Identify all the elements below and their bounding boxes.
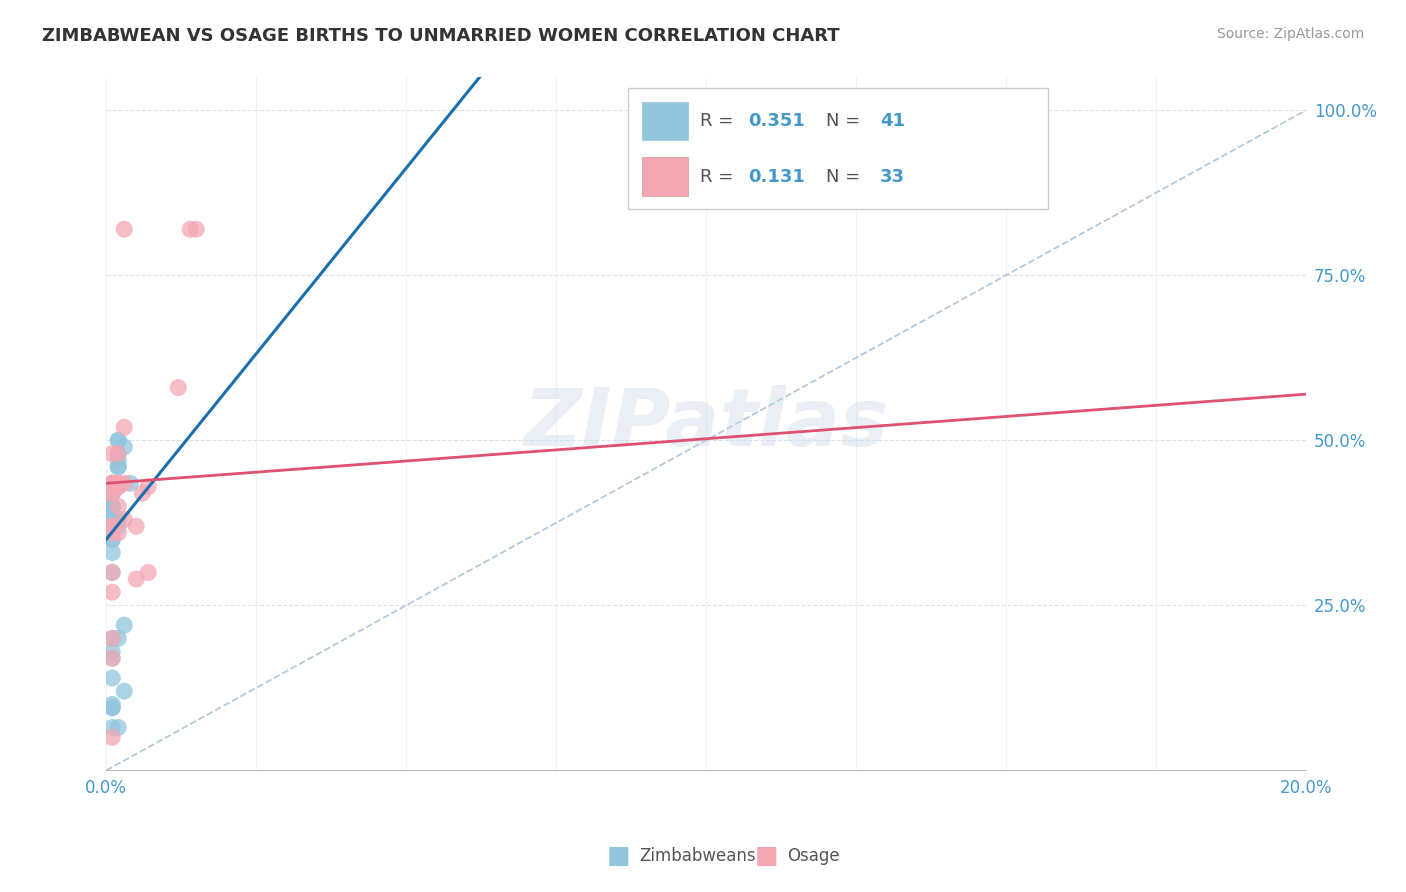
Point: [101, 671, 124, 685]
Point: [120, 476, 142, 491]
Point: [101, 700, 124, 714]
Point: [125, 572, 148, 586]
Text: R =: R =: [700, 168, 740, 186]
Point: [112, 684, 135, 698]
Point: [101, 651, 124, 665]
Text: 0.131: 0.131: [748, 168, 804, 186]
Point: [101, 700, 124, 714]
Point: [101, 546, 124, 560]
Point: [101, 476, 124, 491]
Point: [112, 513, 135, 527]
Text: ZIPatlas: ZIPatlas: [523, 385, 889, 463]
Text: ■: ■: [607, 845, 630, 868]
Point: [101, 480, 124, 494]
Point: [112, 222, 135, 236]
FancyBboxPatch shape: [643, 102, 688, 140]
Point: [101, 486, 124, 500]
Point: [101, 447, 124, 461]
Text: N =: N =: [825, 168, 866, 186]
Point: [107, 513, 129, 527]
Point: [101, 480, 124, 494]
Text: 33: 33: [880, 168, 905, 186]
Point: [101, 698, 124, 712]
Point: [107, 459, 129, 474]
Point: [101, 651, 124, 665]
Point: [179, 222, 201, 236]
Point: [107, 519, 129, 533]
Point: [107, 476, 129, 491]
Point: [101, 513, 124, 527]
Text: Source: ZipAtlas.com: Source: ZipAtlas.com: [1216, 27, 1364, 41]
Point: [101, 480, 124, 494]
Point: [101, 644, 124, 658]
Point: [107, 453, 129, 467]
Point: [101, 519, 124, 533]
FancyBboxPatch shape: [643, 158, 688, 195]
Point: [101, 486, 124, 500]
Point: [112, 440, 135, 454]
Point: [101, 731, 124, 745]
Text: ZIMBABWEAN VS OSAGE BIRTHS TO UNMARRIED WOMEN CORRELATION CHART: ZIMBABWEAN VS OSAGE BIRTHS TO UNMARRIED …: [42, 27, 839, 45]
Point: [101, 566, 124, 580]
Text: 41: 41: [880, 112, 905, 130]
Point: [101, 585, 124, 599]
Point: [107, 434, 129, 448]
Point: [112, 618, 135, 632]
Point: [101, 525, 124, 540]
Point: [107, 500, 129, 514]
Point: [101, 486, 124, 500]
Point: [101, 721, 124, 735]
Point: [101, 533, 124, 547]
Point: [101, 476, 124, 491]
Point: [107, 632, 129, 646]
Point: [107, 480, 129, 494]
Point: [107, 721, 129, 735]
Text: Zimbabweans: Zimbabweans: [640, 847, 756, 865]
Point: [101, 500, 124, 514]
Point: [107, 447, 129, 461]
Point: [131, 486, 153, 500]
Point: [101, 632, 124, 646]
Point: [107, 476, 129, 491]
Point: [107, 447, 129, 461]
Point: [101, 632, 124, 646]
Text: 0.351: 0.351: [748, 112, 804, 130]
Point: [167, 381, 190, 395]
Point: [112, 420, 135, 434]
Point: [101, 480, 124, 494]
Point: [107, 459, 129, 474]
Point: [101, 476, 124, 491]
Point: [136, 480, 159, 494]
Point: [101, 476, 124, 491]
Point: [107, 434, 129, 448]
Point: [186, 222, 208, 236]
Text: ■: ■: [755, 845, 778, 868]
Point: [107, 480, 129, 494]
Point: [101, 486, 124, 500]
Point: [101, 476, 124, 491]
Point: [107, 525, 129, 540]
Point: [136, 566, 159, 580]
Point: [112, 476, 135, 491]
Point: [101, 480, 124, 494]
Point: [101, 513, 124, 527]
Text: Osage: Osage: [787, 847, 839, 865]
Point: [101, 533, 124, 547]
Point: [101, 566, 124, 580]
Point: [101, 500, 124, 514]
Point: [101, 519, 124, 533]
Text: N =: N =: [825, 112, 866, 130]
Point: [101, 480, 124, 494]
Point: [125, 519, 148, 533]
FancyBboxPatch shape: [628, 87, 1047, 209]
Point: [101, 500, 124, 514]
Text: R =: R =: [700, 112, 740, 130]
